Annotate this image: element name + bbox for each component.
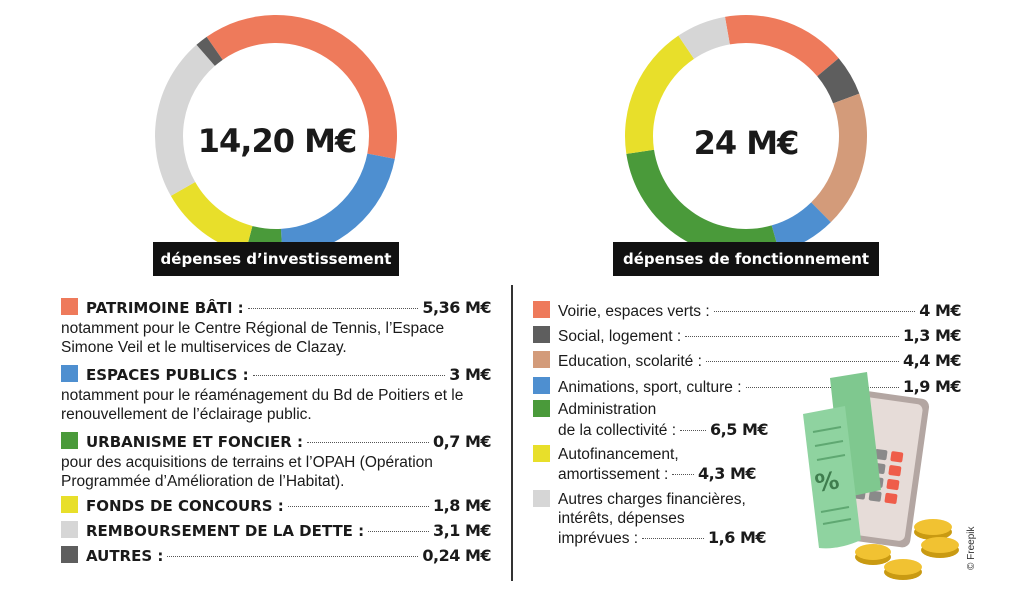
legend-label: Social, logement : [558,328,682,345]
column-divider [511,285,513,581]
investment-total: 14,20 M€ [197,122,357,160]
legend-label: Animations, sport, culture : [558,379,742,396]
swatch-blue [61,365,78,382]
leader-dots [672,474,695,475]
calculator-illustration: % [803,372,959,580]
operating-slice-1 [724,15,839,77]
swatch-tan [533,351,550,368]
leader-dots [685,336,900,337]
receipt-icon: % [803,372,881,549]
legend-item-urbanisme: URBANISME ET FONCIER : 0,7 M€ [61,430,491,451]
image-credit: © Freepik [966,526,977,571]
legend-item-espaces-publics: ESPACES PUBLICS : 3 M€ [61,363,491,384]
legend-item-administration: de la collectivité : 6,5 M€ [558,420,768,440]
leader-dots [247,308,419,309]
legend-value: 6,5 M€ [710,420,768,439]
swatch-green [61,432,78,449]
operating-slice-6 [625,35,694,154]
leader-dots [642,538,705,539]
coins-icon [855,519,959,580]
legend-label: URBANISME ET FONCIER : [86,433,303,451]
swatch-yellow [533,445,550,462]
legend-label: FONDS DE CONCOURS : [86,497,284,515]
leader-dots [368,531,430,532]
legend-label: ESPACES PUBLICS : [86,366,249,384]
legend-note: notamment pour le Centre Régional de Ten… [61,320,445,356]
legend-value: 1,8 M€ [433,496,491,515]
investment-slice-5 [155,44,215,196]
legend-value: 4 M€ [919,301,961,320]
legend-label: Education, scolarité : [558,353,702,370]
swatch-lightgray [533,490,550,507]
legend-item-autofinancement: amortissement : 4,3 M€ [558,464,756,484]
leader-dots [705,361,900,362]
legend-item-voirie: Voirie, espaces verts : 4 M€ [533,299,961,321]
swatch-darkgray [61,546,78,563]
legend-label: Autres charges financières, [558,491,746,508]
operating-slice-3 [811,93,867,223]
swatch-green [533,400,550,417]
legend-item-autres: AUTRES : 0,24 M€ [61,544,491,565]
legend-item-autres-charges: imprévues : 1,6 M€ [558,528,766,548]
legend-label: Autofinancement, [558,446,679,463]
legend-label: de la collectivité : [558,422,677,439]
legend-note: notamment pour le réaménagement du Bd de… [61,387,464,423]
operating-slice-7 [678,16,730,59]
investment-slice-4 [170,182,253,254]
legend-item-social: Social, logement : 1,3 M€ [533,324,961,346]
leader-dots [745,387,900,388]
investment-slice-2 [280,153,395,257]
legend-value: 3 M€ [449,365,491,384]
leader-dots [680,430,707,431]
legend-label: imprévues : [558,530,639,547]
swatch-orange [533,301,550,318]
leader-dots [306,442,430,443]
legend-value: 4,4 M€ [903,351,961,370]
leader-dots [252,375,446,376]
swatch-orange [61,298,78,315]
legend-label: intérêts, dépenses [558,510,685,527]
svg-text:%: % [813,466,842,498]
legend-item-education: Education, scolarité : 4,4 M€ [533,349,961,371]
legend-value: 0,7 M€ [433,432,491,451]
legend-value: 1,3 M€ [903,326,961,345]
leader-dots [167,556,419,557]
legend-item-fonds-de-concours: FONDS DE CONCOURS : 1,8 M€ [61,494,491,515]
investment-slice-6 [196,36,223,66]
legend-item-patrimoine: PATRIMOINE BÂTI : 5,36 M€ [61,296,491,317]
legend-item-animations: Animations, sport, culture : 1,9 M€ [533,375,961,397]
swatch-blue [533,377,550,394]
legend-label: Voirie, espaces verts : [558,303,710,320]
operating-slice-5 [626,149,780,257]
legend-label: REMBOURSEMENT DE LA DETTE : [86,522,365,540]
legend-value: 1,6 M€ [708,528,766,547]
swatch-darkgray [533,326,550,343]
legend-label: PATRIMOINE BÂTI : [86,299,244,317]
legend-value: 3,1 M€ [433,521,491,540]
legend-label: Administration [558,401,657,418]
operating-slice-4 [771,202,831,253]
legend-value: 1,9 M€ [903,377,961,396]
operating-slices [625,15,867,257]
leader-dots [713,311,916,312]
swatch-lightgray [61,521,78,538]
legend-value: 0,24 M€ [422,546,491,565]
operating-slice-2 [817,58,860,104]
swatch-yellow [61,496,78,513]
investment-label: dépenses d’investissement [153,242,399,276]
operating-total: 24 M€ [693,124,800,162]
legend-item-remboursement: REMBOURSEMENT DE LA DETTE : 3,1 M€ [61,519,491,540]
legend-label: AUTRES : [86,547,164,565]
legend-note: pour des acquisitions de terrains et l’O… [61,454,433,490]
leader-dots [287,506,430,507]
operating-label: dépenses de fonctionnement [613,242,879,276]
legend-value: 5,36 M€ [422,298,491,317]
legend-value: 4,3 M€ [698,464,756,483]
legend-label: amortissement : [558,466,669,483]
investment-slice-1 [206,14,397,159]
